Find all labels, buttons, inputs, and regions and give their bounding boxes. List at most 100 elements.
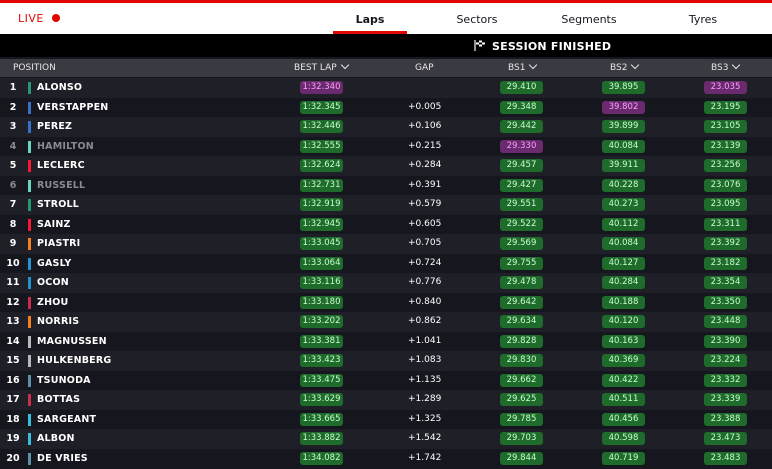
sector2-time: 40.120 bbox=[602, 315, 645, 328]
best-lap-time: 1:33.116 bbox=[300, 276, 343, 289]
sector1-time: 29.642 bbox=[500, 295, 543, 309]
sector3-time: 23.483 bbox=[704, 451, 747, 465]
sector2-time: 40.228 bbox=[602, 178, 645, 192]
team-color-bar bbox=[28, 179, 31, 192]
table-row[interactable]: 15 HULKENBERG 1:33.423 +1.083 29.830 40.369 23… bbox=[0, 351, 772, 371]
sector1-time: 29.442 bbox=[500, 120, 543, 133]
sector3-time: 23.256 bbox=[704, 159, 747, 172]
best-lap-time: 1:32.731 bbox=[300, 178, 343, 192]
best-lap-time: 1:33.064 bbox=[300, 256, 343, 270]
table-row[interactable]: 16 TSUNODA 1:33.475 +1.135 29.662 40.422 23.33… bbox=[0, 371, 772, 391]
header-position: POSITION bbox=[13, 63, 56, 73]
sector2-time: 40.369 bbox=[602, 354, 645, 367]
table-row[interactable]: 14 MAGNUSSEN 1:33.381 +1.041 29.828 40.163 23.… bbox=[0, 332, 772, 352]
driver-name: ALONSO bbox=[37, 82, 83, 93]
table-row[interactable]: 2 VERSTAPPEN 1:32.345 +0.005 29.348 39.802 23.… bbox=[0, 98, 772, 118]
table-row[interactable]: 19 ALBON 1:33.882 +1.542 29.703 40.598 23.473 bbox=[0, 429, 772, 449]
sector3-time: 23.332 bbox=[704, 373, 747, 387]
chequered-flag-icon bbox=[474, 40, 485, 51]
table-row[interactable]: 12 ZHOU 1:33.180 +0.840 29.642 40.188 23.350 bbox=[0, 293, 772, 313]
table-row[interactable]: 6 RUSSELL 1:32.731 +0.391 29.427 40.228 23.076 bbox=[0, 176, 772, 196]
gap-value: +0.284 bbox=[408, 160, 442, 170]
driver-name: STROLL bbox=[37, 199, 80, 210]
table-row[interactable]: 8 SAINZ 1:32.945 +0.605 29.522 40.112 23.311 bbox=[0, 215, 772, 235]
position-number: 17 bbox=[6, 394, 20, 405]
chevron-down-icon bbox=[732, 60, 741, 70]
driver-name: BOTTAS bbox=[37, 394, 81, 405]
sector1-time: 29.330 bbox=[500, 139, 543, 153]
sector1-time: 29.427 bbox=[500, 178, 543, 192]
sector2-time: 40.188 bbox=[602, 295, 645, 309]
table-row[interactable]: 5 LECLERC 1:32.624 +0.284 29.457 39.911 23.256 bbox=[0, 156, 772, 176]
gap-value: +1.289 bbox=[408, 394, 442, 404]
chevron-down-icon bbox=[631, 60, 640, 70]
team-color-bar bbox=[28, 433, 31, 445]
header-bs2[interactable]: BS2 bbox=[610, 60, 640, 73]
team-color-bar bbox=[28, 140, 31, 153]
position-number: 12 bbox=[6, 296, 20, 308]
position-number: 3 bbox=[9, 121, 17, 132]
header-bs1[interactable]: BS1 bbox=[508, 60, 538, 73]
gap-value: +0.862 bbox=[408, 316, 442, 326]
header-best-lap[interactable]: BEST LAP bbox=[294, 60, 349, 73]
team-color-bar bbox=[28, 257, 31, 270]
sector3-time: 23.390 bbox=[704, 334, 747, 348]
driver-name: SARGEANT bbox=[37, 413, 97, 425]
table-row[interactable]: 13 NORRIS 1:33.202 +0.862 29.634 40.120 23.448 bbox=[0, 312, 772, 332]
sector2-time: 40.084 bbox=[602, 237, 645, 250]
gap-value: +1.041 bbox=[408, 335, 442, 346]
sector1-time: 29.625 bbox=[500, 393, 543, 406]
best-lap-time: 1:33.423 bbox=[300, 354, 343, 367]
header-bs3-label: BS3 bbox=[711, 63, 729, 73]
tab-segments[interactable]: Segments bbox=[561, 13, 617, 26]
sector2-time: 40.456 bbox=[602, 412, 645, 426]
table-row[interactable]: 11 OCON 1:33.116 +0.776 29.478 40.284 23.354 bbox=[0, 273, 772, 293]
table-row[interactable]: 7 STROLL 1:32.919 +0.579 29.551 40.273 23.095 bbox=[0, 195, 772, 215]
table-row[interactable]: 3 PEREZ 1:32.446 +0.106 29.442 39.899 23.105 bbox=[0, 117, 772, 137]
sector2-time: 40.598 bbox=[602, 432, 645, 445]
position-number: 14 bbox=[6, 335, 20, 347]
position-number: 5 bbox=[9, 160, 17, 171]
tab-tyres[interactable]: Tyres bbox=[688, 13, 718, 26]
best-lap-time: 1:33.202 bbox=[300, 315, 343, 328]
driver-name: HULKENBERG bbox=[37, 355, 112, 366]
header-bs3[interactable]: BS3 bbox=[711, 60, 741, 73]
table-row[interactable]: 20 DE VRIES 1:34.082 +1.742 29.844 40.719 23.4… bbox=[0, 449, 772, 469]
team-color-bar bbox=[28, 101, 31, 114]
gap-value: +1.742 bbox=[408, 452, 442, 463]
table-row[interactable]: 9 PIASTRI 1:33.045 +0.705 29.569 40.084 23.392 bbox=[0, 234, 772, 254]
best-lap-time: 1:33.475 bbox=[300, 373, 343, 387]
sector1-time: 29.348 bbox=[500, 100, 543, 114]
position-number: 2 bbox=[9, 101, 17, 113]
gap-value: +1.083 bbox=[408, 355, 442, 365]
table-row[interactable]: 10 GASLY 1:33.064 +0.724 29.755 40.127 23.182 bbox=[0, 254, 772, 274]
live-dot-icon bbox=[52, 14, 60, 22]
gap-value: +0.106 bbox=[408, 121, 442, 131]
sector1-time: 29.522 bbox=[500, 217, 543, 231]
driver-name: OCON bbox=[37, 277, 69, 288]
table-row[interactable]: 4 HAMILTON 1:32.555 +0.215 29.330 40.084 23.13… bbox=[0, 137, 772, 157]
position-number: 18 bbox=[6, 413, 20, 425]
sector1-time: 29.755 bbox=[500, 256, 543, 270]
chevron-down-icon bbox=[529, 60, 538, 70]
sector2-time: 39.899 bbox=[602, 120, 645, 133]
top-bar: LIVE Laps Sectors Segments Tyres bbox=[0, 0, 772, 34]
sector1-time: 29.662 bbox=[500, 373, 543, 387]
tab-laps[interactable]: Laps bbox=[355, 13, 385, 26]
team-color-bar bbox=[28, 277, 31, 289]
table-row[interactable]: 17 BOTTAS 1:33.629 +1.289 29.625 40.511 23.339 bbox=[0, 390, 772, 410]
driver-name: ALBON bbox=[37, 433, 75, 444]
sector2-time: 40.163 bbox=[602, 334, 645, 348]
position-number: 15 bbox=[6, 355, 20, 366]
team-color-bar bbox=[28, 238, 31, 250]
tab-sectors[interactable]: Sectors bbox=[456, 13, 498, 26]
table-row[interactable]: 18 SARGEANT 1:33.665 +1.325 29.785 40.456 23.3… bbox=[0, 410, 772, 430]
table-row[interactable]: 1 ALONSO 1:32.340 29.410 39.895 23.035 bbox=[0, 78, 772, 98]
top-accent-line bbox=[0, 0, 772, 3]
best-lap-time: 1:32.345 bbox=[300, 100, 343, 114]
gap-value: +0.776 bbox=[408, 277, 442, 287]
sector2-time: 39.895 bbox=[602, 81, 645, 94]
sector3-time: 23.339 bbox=[704, 393, 747, 406]
session-status-text: SESSION FINISHED bbox=[492, 40, 612, 53]
gap-value: +1.542 bbox=[408, 433, 442, 443]
